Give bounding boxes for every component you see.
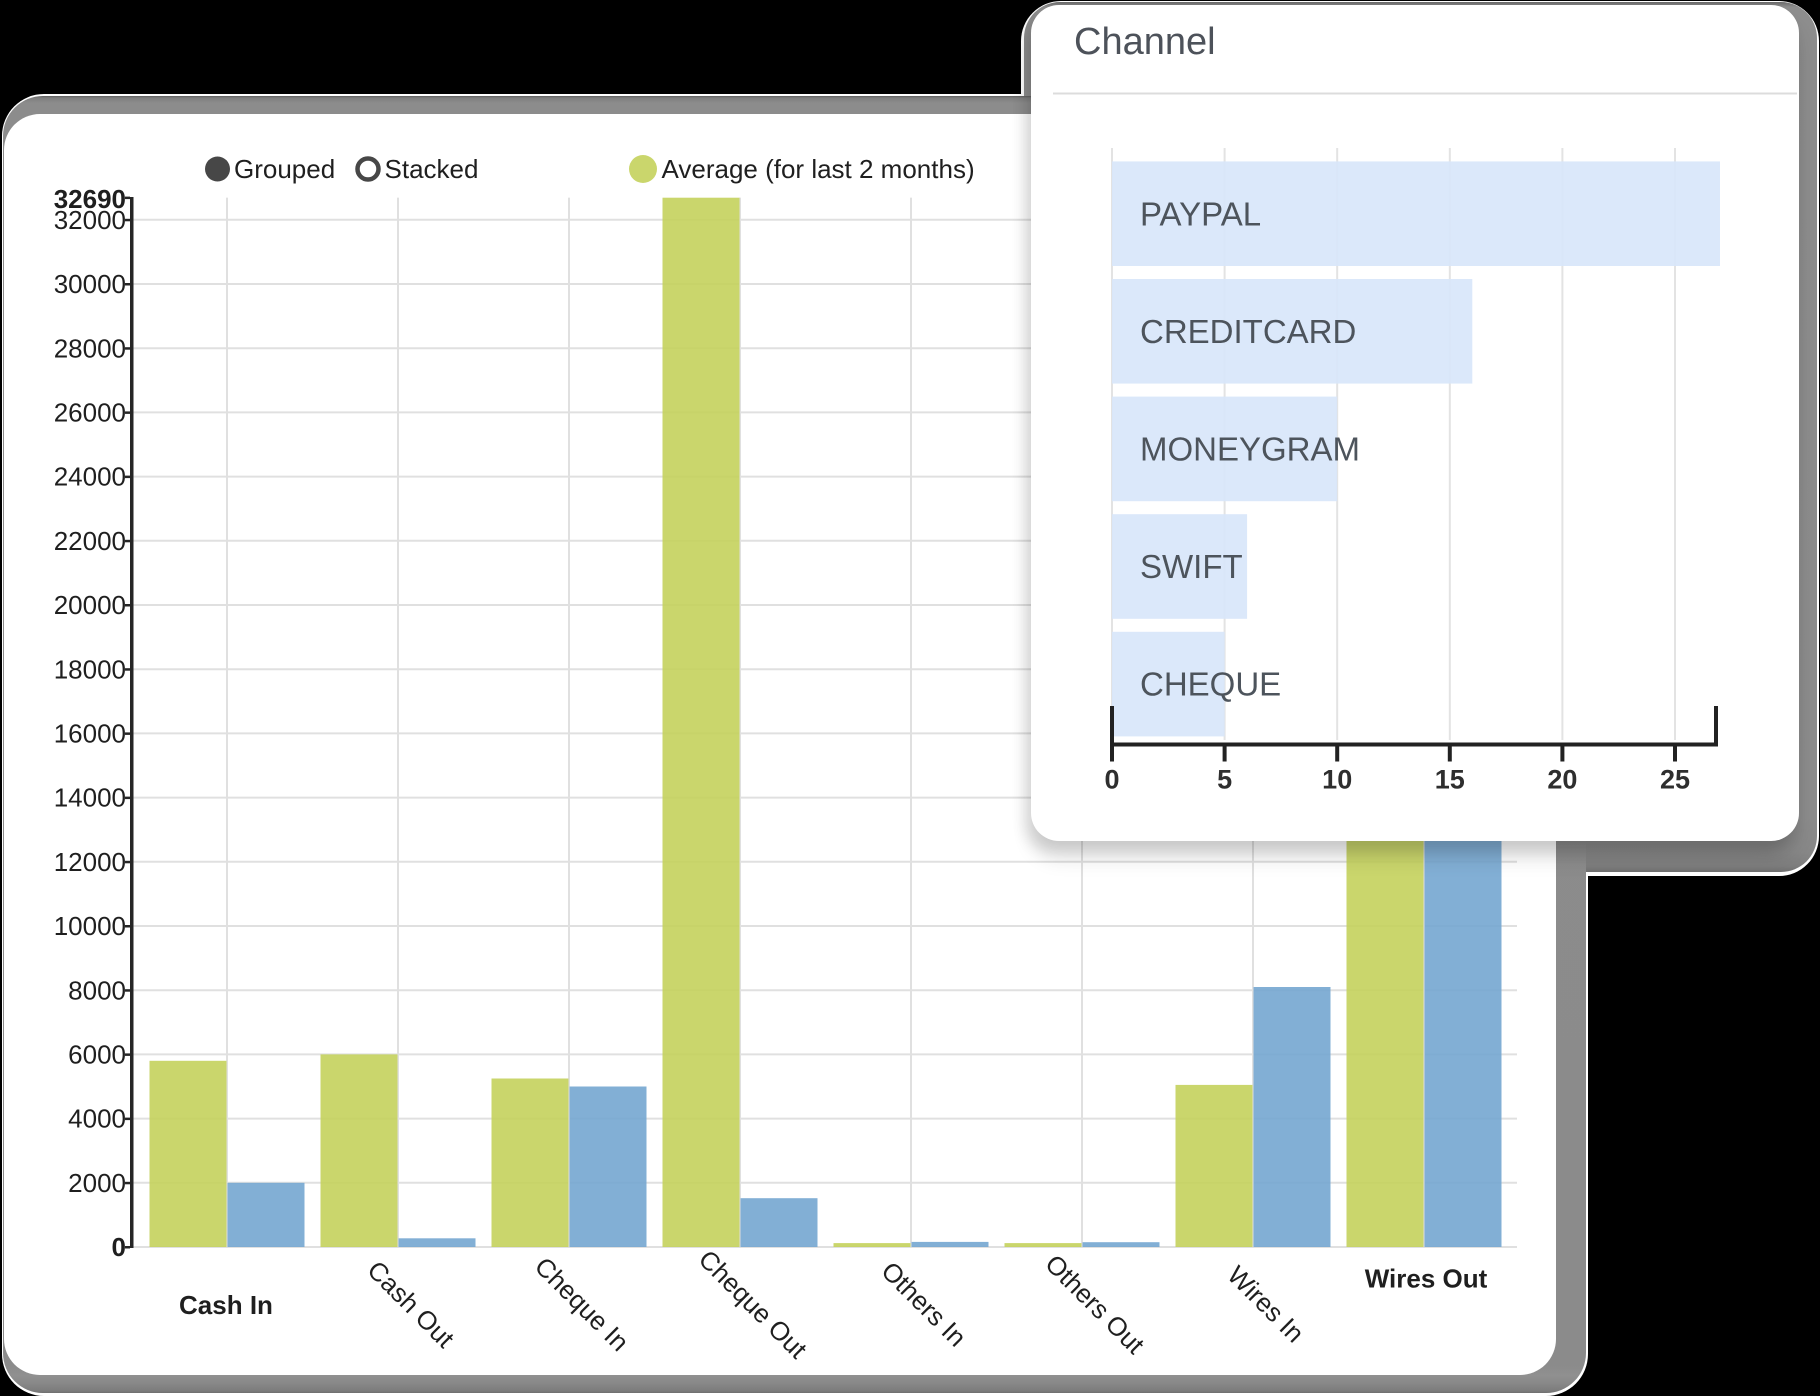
svg-text:10000: 10000 <box>54 911 126 941</box>
svg-text:Stacked: Stacked <box>385 154 479 184</box>
svg-text:6000: 6000 <box>68 1040 126 1070</box>
svg-text:5: 5 <box>1217 764 1232 794</box>
svg-text:10: 10 <box>1322 764 1352 794</box>
svg-text:32690: 32690 <box>54 184 126 214</box>
svg-text:16000: 16000 <box>54 719 126 749</box>
svg-text:18000: 18000 <box>54 654 126 684</box>
svg-text:20: 20 <box>1547 764 1577 794</box>
svg-text:MONEYGRAM: MONEYGRAM <box>1140 430 1360 467</box>
svg-text:24000: 24000 <box>54 462 126 492</box>
svg-text:15: 15 <box>1435 764 1465 794</box>
svg-text:0: 0 <box>1104 764 1119 794</box>
svg-text:Channel: Channel <box>1074 21 1216 63</box>
svg-text:14000: 14000 <box>54 783 126 813</box>
svg-text:Grouped: Grouped <box>234 154 335 184</box>
svg-text:Wires Out: Wires Out <box>1365 1264 1488 1294</box>
svg-text:20000: 20000 <box>54 590 126 620</box>
svg-text:22000: 22000 <box>54 526 126 556</box>
svg-text:25: 25 <box>1660 764 1690 794</box>
svg-text:SWIFT: SWIFT <box>1140 548 1243 585</box>
svg-text:28000: 28000 <box>54 333 126 363</box>
svg-text:26000: 26000 <box>54 398 126 428</box>
svg-text:32000: 32000 <box>54 205 126 235</box>
svg-text:0: 0 <box>112 1232 126 1262</box>
svg-text:CHEQUE: CHEQUE <box>1140 666 1281 703</box>
svg-text:8000: 8000 <box>68 975 126 1005</box>
svg-text:4000: 4000 <box>68 1104 126 1134</box>
svg-text:Cash In: Cash In <box>179 1290 273 1320</box>
svg-text:12000: 12000 <box>54 847 126 877</box>
svg-text:CREDITCARD: CREDITCARD <box>1140 313 1356 350</box>
svg-text:Average (for last 2 months): Average (for last 2 months) <box>662 154 975 184</box>
svg-text:PAYPAL: PAYPAL <box>1140 195 1261 232</box>
svg-text:2000: 2000 <box>68 1168 126 1198</box>
svg-text:30000: 30000 <box>54 269 126 299</box>
